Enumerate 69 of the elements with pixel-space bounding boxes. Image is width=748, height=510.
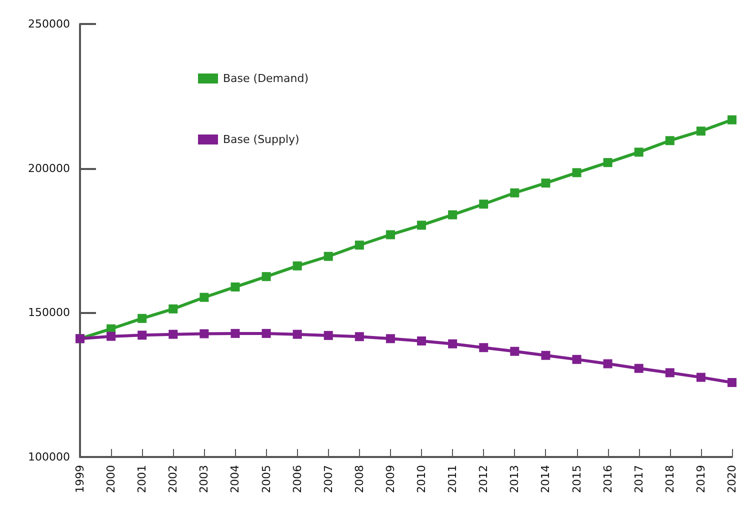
point [603,158,612,168]
point [728,115,736,124]
point [541,350,550,360]
x-tick-label: 2020 [726,465,738,493]
point [665,368,674,378]
point [665,136,674,146]
point [696,372,706,382]
point [634,364,644,373]
point [324,330,333,340]
point [324,252,333,261]
point [292,330,302,339]
point [448,210,458,220]
legend-label: Base (Demand) [223,72,309,85]
x-tick-label: 2002 [166,465,180,493]
x-tick-label: 2004 [228,465,242,493]
point [386,230,395,240]
point [417,336,426,346]
x-tick-label: 2009 [384,465,397,493]
point [262,328,271,338]
x-tick-label: 2014 [539,465,552,493]
y-tick-label: 250000 [28,18,70,30]
legend-label: Base (Supply) [223,133,300,146]
x-tick-label: 2019 [694,465,708,493]
x-tick-label: 2012 [477,465,490,493]
point [541,178,550,188]
point [168,304,178,314]
point [510,188,520,198]
x-tick-label: 1999 [74,465,86,493]
x-tick-label: 2011 [446,465,460,493]
x-tick-label: 2013 [508,465,522,493]
point [138,330,147,340]
point [728,378,736,388]
point [138,314,147,323]
point [106,332,116,341]
x-tick-label: 2017 [632,465,646,493]
point [696,126,706,136]
point [634,148,644,157]
x-tick-label: 2000 [104,465,118,493]
point [200,329,209,338]
point [510,346,520,356]
x-tick-label: 2008 [352,465,366,493]
point [479,343,488,352]
x-tick-label: 2001 [136,465,149,493]
point [386,334,395,344]
point [603,359,612,368]
point [479,200,488,209]
y-tick-label: 100000 [28,450,70,464]
x-tick-label: 2003 [198,465,211,493]
point [572,168,582,178]
x-tick-label: 2010 [415,465,428,493]
point [448,339,458,348]
x-tick-label: 2005 [260,465,273,493]
point [572,354,582,364]
point [262,272,271,282]
point [168,330,178,339]
point [200,292,209,302]
y-tick-label: 150000 [28,306,70,320]
point [230,328,240,338]
point [354,240,364,250]
point [230,282,240,292]
x-tick-label: 2007 [322,465,335,493]
point [417,220,426,230]
x-tick-label: 2006 [290,465,304,493]
y-tick-label: 200000 [28,162,70,175]
point [354,332,364,342]
x-tick-label: 2015 [570,465,584,493]
x-tick-label: 2016 [601,465,614,493]
x-tick-label: 2018 [663,465,676,493]
point [292,261,302,270]
